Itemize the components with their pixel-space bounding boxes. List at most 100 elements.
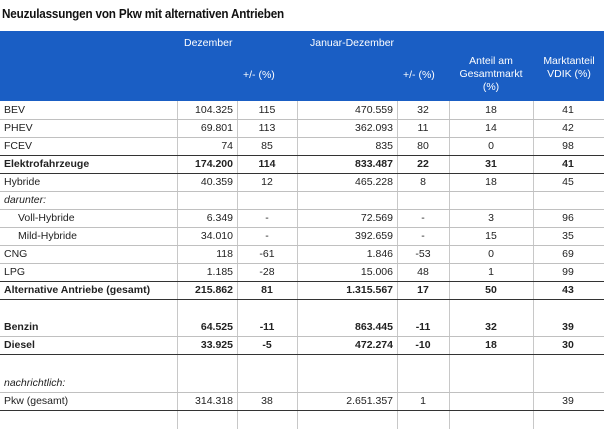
cell-dez: 314.318 (195, 395, 233, 407)
row-label: FCEV (4, 140, 33, 152)
header-dezember: Dezember (184, 37, 233, 49)
cell-dez-pm: - (265, 230, 269, 242)
cell-jd: 362.093 (355, 122, 393, 134)
cell-dez-pm: - (265, 212, 269, 224)
table-row: PHEV 69.801 113 362.093 11 14 42 (0, 119, 604, 137)
cell-jd-pm: - (421, 212, 425, 224)
row-divider (0, 209, 604, 210)
cell-dez-pm: -28 (259, 266, 275, 278)
cell-dez: 34.010 (200, 230, 233, 242)
row-divider (0, 263, 604, 264)
header-marktanteil-line1: Marktanteil (543, 55, 595, 67)
table-row: nachrichtlich: (0, 374, 604, 392)
row-divider (0, 191, 604, 192)
row-label: Diesel (4, 339, 35, 351)
row-divider (0, 299, 604, 300)
row-divider (0, 410, 604, 411)
table-row: LPG 1.185 -28 15.006 48 1 99 (0, 263, 604, 281)
cell-anteil: 15 (485, 230, 497, 242)
cell-dez-pm: 38 (261, 395, 273, 407)
row-divider (0, 155, 604, 156)
row-label: LPG (4, 266, 26, 278)
cell-jd: 835 (375, 140, 393, 152)
column-divider (533, 101, 534, 429)
cell-dez: 174.200 (195, 158, 233, 170)
header-jan-dez-change: +/- (%) (403, 69, 435, 81)
cell-anteil: 31 (485, 158, 497, 170)
cell-dez-pm: 12 (261, 176, 273, 188)
cell-dez-pm: -11 (259, 321, 275, 333)
row-divider (0, 227, 604, 228)
cell-dez: 215.862 (195, 284, 233, 296)
cell-dez: 40.359 (200, 176, 233, 188)
table-row: Alternative Antriebe (gesamt) 215.862 81 1.… (0, 281, 604, 299)
column-divider (177, 101, 178, 429)
cell-dez: 104.325 (195, 104, 233, 116)
cell-markt: 99 (562, 266, 574, 278)
cell-jd-pm: -53 (415, 248, 431, 260)
cell-anteil: 18 (485, 176, 497, 188)
row-label: PHEV (4, 122, 33, 134)
cell-dez-pm: -61 (259, 248, 275, 260)
row-divider (0, 137, 604, 138)
row-label: Benzin (4, 321, 39, 333)
cell-markt: 41 (562, 158, 574, 170)
cell-jd: 392.659 (355, 230, 393, 242)
cell-dez: 69.801 (200, 122, 233, 134)
cell-jd-pm: -11 (415, 321, 431, 333)
cell-markt: 42 (562, 122, 574, 134)
table-row: Pkw (gesamt) 314.318 38 2.651.357 1 39 (0, 392, 604, 410)
cell-dez-pm: 114 (258, 158, 276, 170)
table-row: BEV 104.325 115 470.559 32 18 41 (0, 101, 604, 119)
row-divider (0, 354, 604, 355)
cell-anteil: 32 (485, 321, 497, 333)
cell-dez: 1.185 (206, 266, 233, 278)
table-row: Diesel 33.925 -5 472.274 -10 18 30 (0, 336, 604, 354)
cell-markt: 98 (562, 140, 574, 152)
cell-dez: 74 (221, 140, 233, 152)
table-row: CNG 118 -61 1.846 -53 0 69 (0, 245, 604, 263)
row-label: Hybride (4, 176, 41, 188)
header-marktanteil-line2: VDIK (%) (547, 68, 591, 80)
cell-dez: 118 (216, 248, 233, 260)
cell-dez-pm: 85 (261, 140, 273, 152)
cell-jd-pm: 22 (417, 158, 429, 170)
cell-jd-pm: - (421, 230, 425, 242)
row-label: darunter: (4, 194, 47, 206)
cell-jd: 1.315.567 (346, 284, 393, 296)
cell-dez-pm: 115 (258, 104, 276, 116)
cell-jd-pm: 1 (420, 395, 426, 407)
cell-anteil: 3 (488, 212, 494, 224)
cell-markt: 35 (562, 230, 574, 242)
column-divider (297, 101, 298, 429)
header-dezember-change: +/- (%) (243, 69, 275, 81)
row-label: Mild-Hybride (18, 230, 77, 242)
cell-jd-pm: 8 (420, 176, 426, 188)
table-row: Mild-Hybride 34.010 - 392.659 - 15 35 (0, 227, 604, 245)
cell-jd-pm: 11 (417, 122, 429, 134)
row-label: Alternative Antriebe (gesamt) (4, 284, 151, 296)
cell-anteil: 50 (485, 284, 497, 296)
cell-jd: 833.487 (355, 158, 393, 170)
cell-jd: 15.006 (360, 266, 393, 278)
cell-anteil: 0 (488, 140, 494, 152)
cell-dez: 33.925 (200, 339, 233, 351)
table-row: Elektrofahrzeuge 174.200 114 833.487 22 31 41 (0, 155, 604, 173)
table-header: Dezember Januar-Dezember +/- (%) +/- (%)… (0, 31, 604, 101)
table-title: Neuzulassungen von Pkw mit alternativen … (2, 6, 285, 21)
cell-markt: 39 (562, 395, 574, 407)
cell-dez: 64.525 (200, 321, 233, 333)
cell-markt: 43 (562, 284, 574, 296)
cell-markt: 69 (562, 248, 574, 260)
row-divider (0, 173, 604, 174)
cell-jd-pm: 32 (417, 104, 429, 116)
table-row: Benzin 64.525 -11 863.445 -11 32 39 (0, 318, 604, 336)
cell-markt: 41 (562, 104, 574, 116)
row-divider (0, 119, 604, 120)
row-divider (0, 336, 604, 337)
header-anteil-line3: (%) (482, 81, 500, 93)
cell-jd: 863.445 (355, 321, 393, 333)
cell-jd: 2.651.357 (346, 395, 393, 407)
table-row: darunter: (0, 191, 604, 209)
header-januar-dezember: Januar-Dezember (310, 37, 395, 49)
